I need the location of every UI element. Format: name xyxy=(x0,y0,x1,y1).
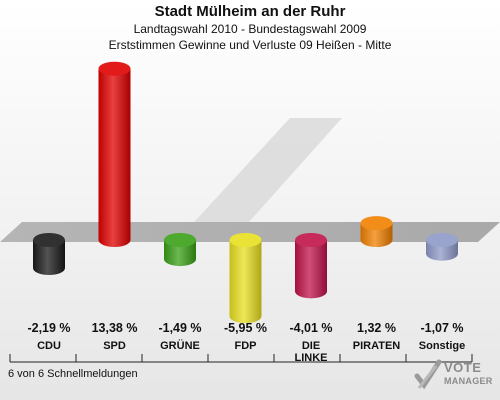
value-label-die-linke: -4,01 % xyxy=(289,321,332,335)
bar-grüne xyxy=(164,233,196,267)
value-label-sonstige: -1,07 % xyxy=(420,321,463,335)
category-label-grüne: GRÜNE xyxy=(160,339,200,352)
bar-die-linke xyxy=(295,233,327,299)
footer-note: 6 von 6 Schnellmeldungen xyxy=(8,368,138,380)
category-label-fdp: FDP xyxy=(235,340,257,352)
value-label-grüne: -1,49 % xyxy=(158,321,201,335)
value-label-spd: 13,38 % xyxy=(92,321,138,335)
x-axis xyxy=(9,354,473,363)
value-label-cdu: -2,19 % xyxy=(27,321,70,335)
category-label-sonstige: Sonstige xyxy=(419,340,465,352)
chart-backdrop xyxy=(0,118,500,242)
category-label-cdu: CDU xyxy=(37,340,61,352)
bar-piraten xyxy=(360,216,393,248)
checkmark-icon xyxy=(414,359,442,390)
bar-sonstige xyxy=(426,233,458,261)
bar-cdu xyxy=(33,233,65,276)
logo-text-vote: VOTE xyxy=(444,360,482,375)
category-label-die-linke: DIE LINKE xyxy=(295,340,328,364)
category-label-piraten: PIRATEN xyxy=(353,340,401,352)
bar-spd xyxy=(98,61,131,248)
chart-title: Stadt Mülheim an der Ruhr xyxy=(154,3,346,20)
chart-subtitle-2: Erststimmen Gewinne und Verluste 09 Heiß… xyxy=(108,38,392,52)
bar-fdp xyxy=(229,233,262,324)
logo-text-manager: MANAGER xyxy=(444,376,493,386)
vote-manager-logo: VOTE MANAGER xyxy=(414,356,494,396)
value-label-fdp: -5,95 % xyxy=(224,321,267,335)
chart-subtitle: Landtagswahl 2010 - Bundestagswahl 2009 xyxy=(133,22,367,36)
value-label-piraten: 1,32 % xyxy=(357,321,396,335)
category-label-spd: SPD xyxy=(103,340,126,352)
